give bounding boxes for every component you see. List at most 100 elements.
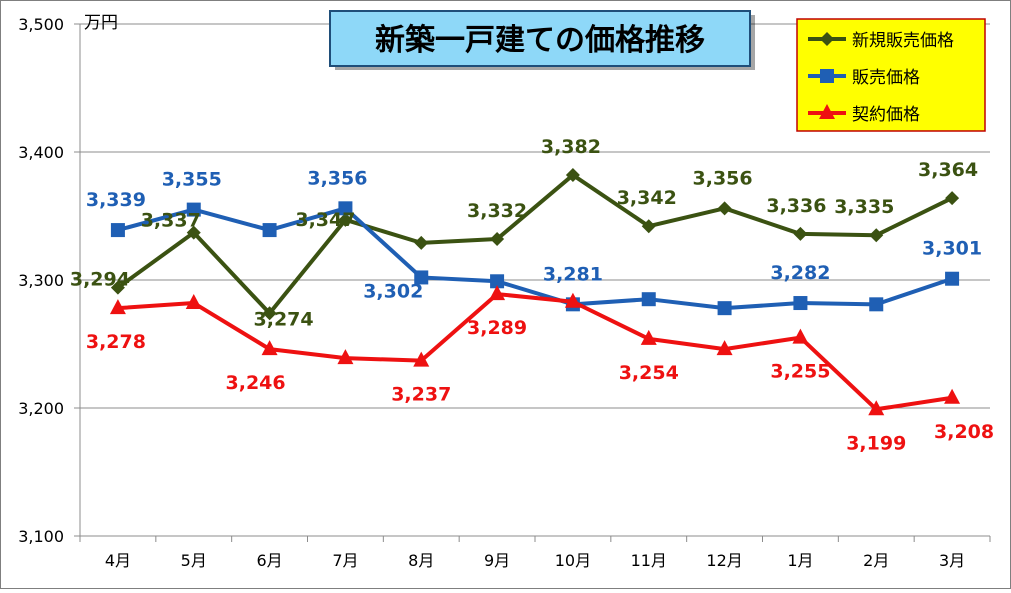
data-label: 3,356 [307,167,367,189]
x-tick-label: 6月 [256,551,282,570]
data-point-triangle [337,349,354,365]
data-point-diamond [186,225,201,240]
data-point-triangle [413,351,430,367]
data-labels: 3,294 3,337 3,274 3,347 3,332 3,382 3,342 3,356… [70,136,994,454]
data-label: 3,336 [766,195,826,217]
data-label: 3,281 [543,263,603,285]
data-point-square [414,270,429,285]
series-2 [110,201,960,316]
data-label: 3,237 [391,384,451,406]
data-label: 3,274 [254,308,314,330]
y-unit-label: 万円 [84,13,118,33]
y-tick-labels: 3,100 3,200 3,300 3,400 3,500 [18,15,64,546]
data-point-square [110,223,125,238]
data-point-diamond [793,226,808,241]
data-point-square [869,297,884,312]
y-tick-label: 3,500 [18,15,64,34]
data-point-triangle [261,340,278,356]
data-point-diamond [262,306,277,321]
data-point-square [262,223,277,238]
data-point-diamond [945,191,960,206]
x-tick-label: 10月 [555,551,591,570]
data-point-square [820,69,834,83]
data-point-square [186,202,201,217]
data-point-square [641,292,656,307]
data-label: 3,364 [918,159,978,181]
data-point-triangle [819,104,835,119]
series-3 [109,285,961,416]
data-point-triangle [716,340,733,356]
x-tick-label: 5月 [181,551,207,570]
x-tick-label: 1月 [787,551,813,570]
legend-label: 新規販売価格 [852,31,954,51]
legend-label: 契約価格 [852,105,920,125]
data-label: 3,382 [541,136,601,158]
data-point-square [338,201,353,216]
data-point-diamond [414,235,429,250]
data-point-diamond [820,32,834,46]
data-point-triangle [489,285,506,301]
series-line [117,292,953,412]
x-tick-label: 4月 [105,551,131,570]
data-label: 3,282 [770,262,830,284]
x-tick-label: 12月 [706,551,742,570]
x-tick-label: 8月 [408,551,434,570]
legend-label: 販売価格 [852,68,920,88]
x-tick-label: 9月 [484,551,510,570]
y-tick-label: 3,100 [18,527,64,546]
x-tick-label: 11月 [631,551,667,570]
data-label: 3,337 [141,210,201,232]
axes [74,23,991,542]
data-point-triangle [944,388,961,404]
data-point-triangle [868,400,885,416]
x-tick-label: 3月 [939,551,965,570]
data-label: 3,254 [619,362,679,384]
data-label: 3,355 [162,169,222,191]
data-point-diamond [717,201,732,216]
x-tick-label: 2月 [863,551,889,570]
series-1 [110,168,960,321]
data-point-triangle [109,299,126,315]
data-point-triangle [640,329,657,345]
data-point-diamond [110,280,125,295]
data-label: 3,255 [770,361,830,383]
x-tick-labels: 4月 5月 6月 7月 8月 9月 10月 11月 12月 1月 2月 3月 [105,551,965,570]
data-label: 3,356 [693,167,753,189]
data-point-diamond [490,232,505,247]
y-tick-label: 3,300 [18,271,64,290]
y-tick-label: 3,400 [18,143,64,162]
data-point-square [945,271,960,286]
series [109,168,961,416]
x-tick-label: 7月 [332,551,358,570]
data-label: 3,347 [295,209,355,231]
data-label: 3,289 [467,317,527,339]
data-point-square [490,274,505,289]
data-label: 3,246 [226,372,286,394]
series-line [117,206,953,311]
data-label: 3,208 [934,421,994,443]
data-point-triangle [564,292,581,308]
data-label: 3,294 [70,269,130,291]
data-point-diamond [338,212,353,227]
data-point-triangle [792,328,809,344]
data-label: 3,199 [846,432,906,454]
data-point-square [793,296,808,311]
data-point-diamond [565,168,580,183]
data-point-triangle [185,294,202,310]
data-label: 3,302 [363,280,423,302]
data-point-diamond [869,228,884,243]
data-label: 3,332 [467,200,527,222]
chart-title-box: 新築一戸建ての価格推移 [329,10,755,70]
data-point-diamond [641,219,656,234]
data-point-square [717,301,732,316]
data-label: 3,301 [922,238,982,260]
data-label: 3,335 [834,196,894,218]
data-label: 3,278 [86,331,146,353]
y-tick-label: 3,200 [18,399,64,418]
chart-title: 新築一戸建ての価格推移 [375,23,705,58]
series-line [116,173,953,316]
data-label: 3,339 [86,189,146,211]
